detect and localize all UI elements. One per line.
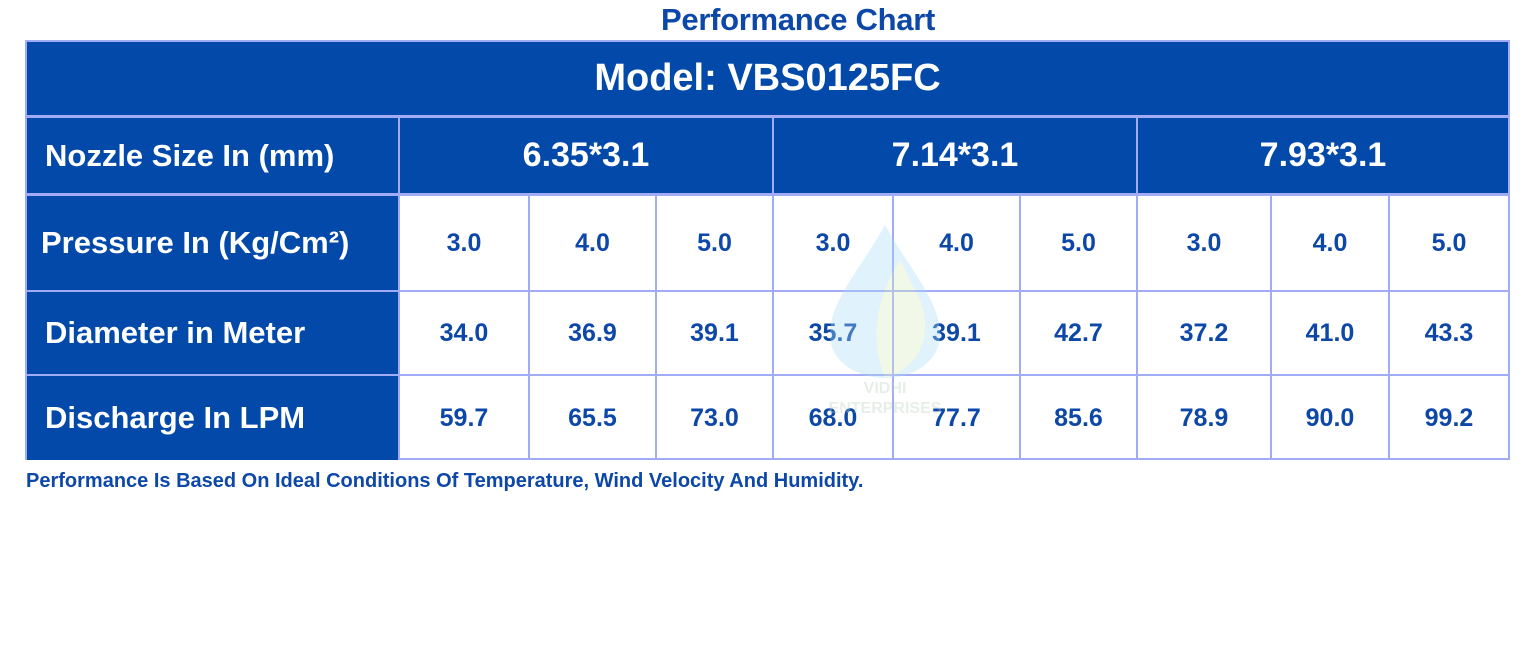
pressure-value: 3.0 (400, 196, 530, 292)
diameter-value: 39.1 (657, 292, 774, 376)
diameter-value: 37.2 (1138, 292, 1272, 376)
pressure-value: 3.0 (774, 196, 894, 292)
discharge-value: 59.7 (400, 376, 530, 460)
discharge-value: 99.2 (1424, 403, 1474, 432)
pressure-value: 4.0 (1272, 196, 1390, 292)
diameter-value: 42.7 (1021, 292, 1138, 376)
diameter-value: 41.0 (1272, 292, 1390, 376)
discharge-value: 68.0 (774, 376, 894, 460)
diameter-label: Diameter in Meter (27, 292, 400, 376)
nozzle-size-label: Nozzle Size In (mm) (27, 118, 400, 196)
pressure-value: 4.0 (894, 196, 1021, 292)
pressure-value: 5.0 (1021, 196, 1138, 292)
discharge-value: 65.5 (530, 376, 657, 460)
diameter-value: 43.3 (1390, 292, 1508, 376)
performance-table: Model: VBS0125FC Nozzle Size In (mm) Pre… (25, 40, 1510, 460)
nozzle-size-2: 7.14*3.1 (774, 118, 1138, 196)
pressure-value: 4.0 (530, 196, 657, 292)
discharge-value: 78.9 (1138, 376, 1272, 460)
pressure-value: 5.0 (1390, 196, 1508, 292)
diameter-value: 36.9 (530, 292, 657, 376)
discharge-label: Discharge In LPM (27, 376, 400, 460)
diameter-value: 35.7 (774, 292, 894, 376)
discharge-value: 77.7 (894, 376, 1021, 460)
discharge-value: 85.6 (1021, 376, 1138, 460)
nozzle-size-1: 6.35*3.1 (400, 118, 774, 196)
pressure-label: Pressure In (Kg/Cm²) (27, 196, 400, 292)
diameter-value: 34.0 (400, 292, 530, 376)
footnote: Performance Is Based On Ideal Conditions… (26, 470, 864, 492)
page-title: Performance Chart (661, 2, 935, 37)
pressure-value: 3.0 (1138, 196, 1272, 292)
nozzle-size-3: 7.93*3.1 (1138, 118, 1508, 196)
model-header: Model: VBS0125FC (27, 42, 1508, 118)
pressure-value: 5.0 (657, 196, 774, 292)
discharge-value: 73.0 (657, 376, 774, 460)
diameter-value: 39.1 (894, 292, 1021, 376)
discharge-value: 90.0 (1272, 376, 1390, 460)
